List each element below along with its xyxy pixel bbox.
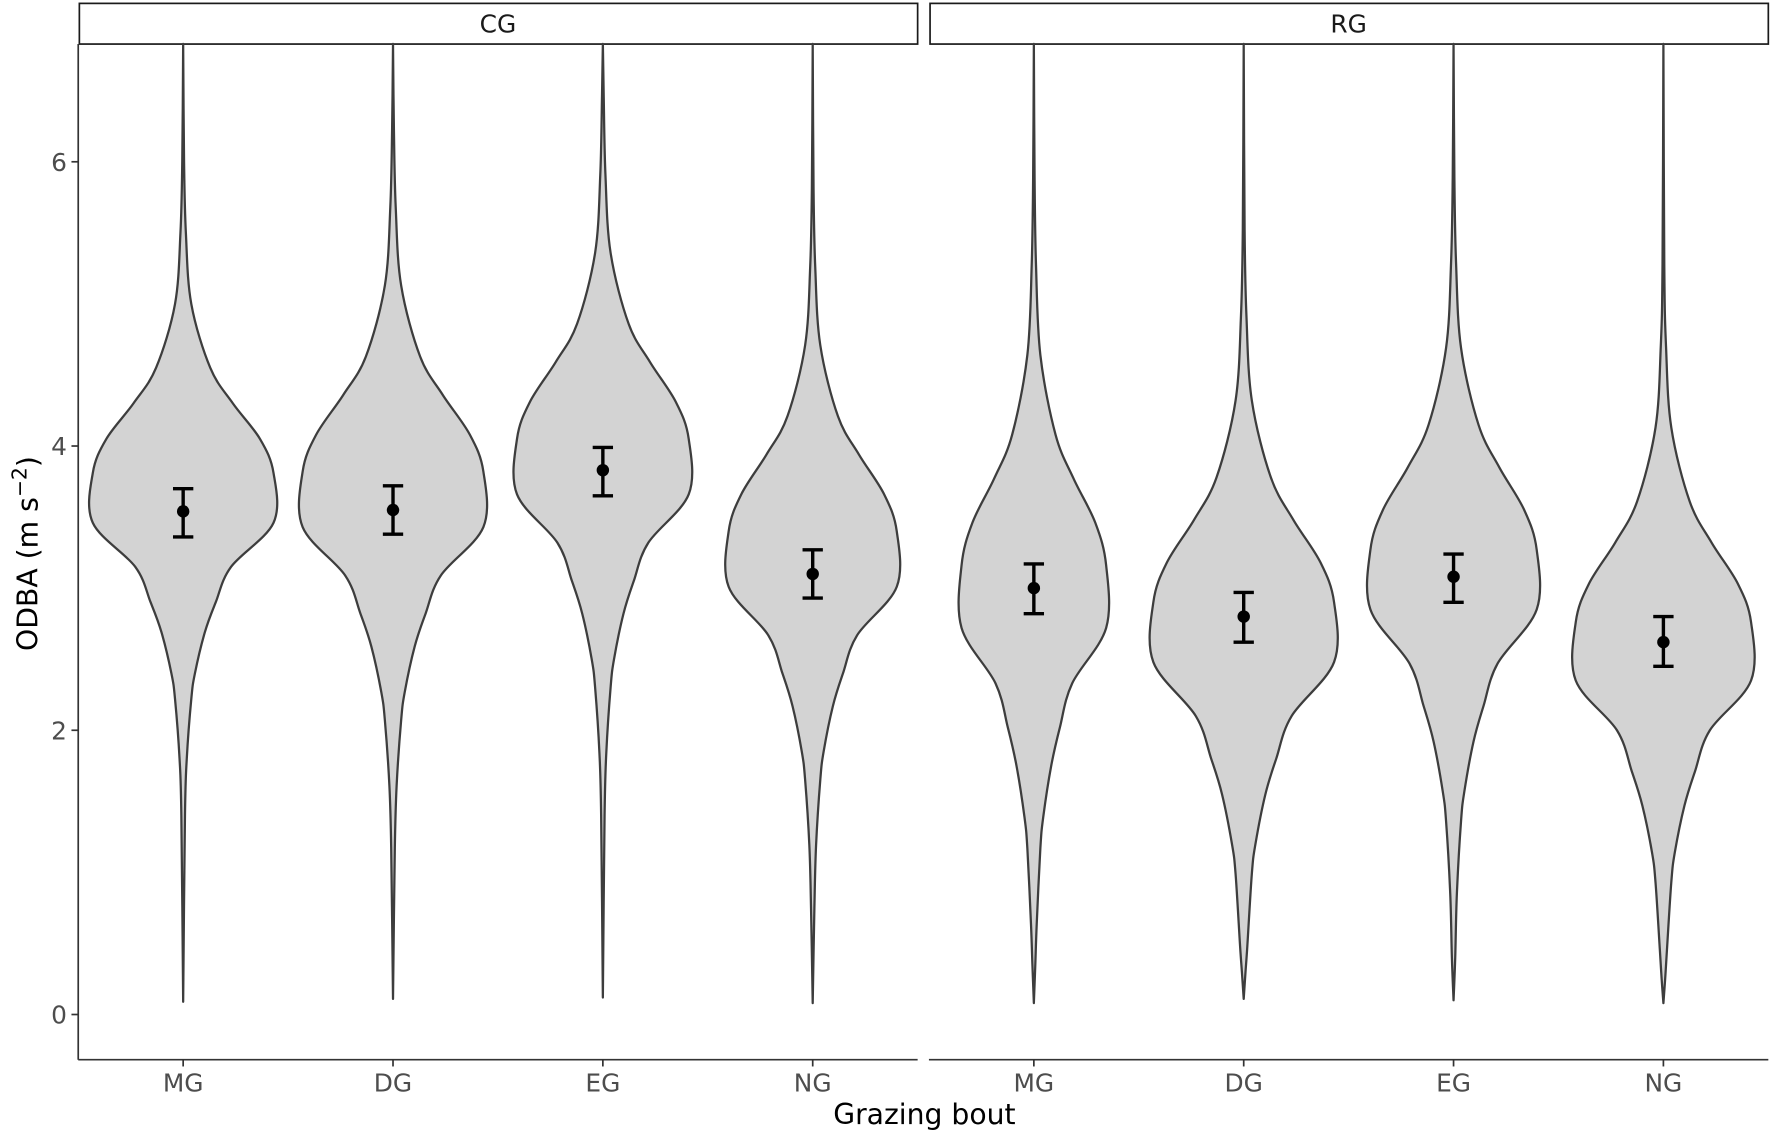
violin-shape [957,42,1111,1005]
violin-shape [1365,42,1542,1002]
mean-point [1237,610,1250,623]
x-tick-label: MG [163,1068,204,1097]
mean-point [1027,581,1041,595]
panel-rg: RG MG DG EG NG [928,2,1770,1097]
violin-cg-eg [512,42,694,999]
x-tick-label: NG [1644,1068,1682,1097]
y-tick-label: 6 [51,148,67,177]
y-axis-title-close: ) [12,456,45,467]
violin-rg-ng [1571,42,1756,1005]
violin-cg-dg [297,42,489,1001]
violin-rg-eg [1365,42,1542,1002]
mean-point [596,463,610,477]
strip-box [78,2,919,45]
y-axis-title: ODBA (m s−2) [7,456,44,651]
y-axis-title-main: ODBA (m s [12,497,45,651]
x-tick-label: EG [585,1068,620,1097]
y-tick-label: 2 [51,716,67,745]
strip-label: RG [1330,10,1367,39]
y-tick-label: 0 [51,1001,67,1030]
x-tick-label: MG [1014,1068,1055,1097]
violin-cg-mg [87,42,279,1003]
y-tick-label: 4 [51,432,67,461]
strip-label: CG [480,10,517,39]
violin-shape [1571,42,1756,1005]
mean-point [386,503,400,517]
mean-point [806,567,819,581]
x-tick-label: DG [374,1068,412,1097]
violin-rg-dg [1148,42,1339,1001]
mean-point [1657,635,1670,649]
mean-point [1447,570,1460,583]
strip-box [929,2,1770,45]
violin-cg-ng [724,42,902,1005]
violin-shape [512,42,694,999]
mean-point [176,505,190,518]
x-tick-label: EG [1436,1068,1471,1097]
x-axis-title: Grazing bout [833,1098,1015,1131]
panel-cg: CG 0 2 4 6 MG DG EG NG [51,2,919,1097]
violin-shape [724,42,902,1005]
x-tick-label: NG [794,1068,832,1097]
x-tick-label: DG [1225,1068,1263,1097]
violin-rg-mg [957,42,1111,1005]
y-axis-title-exponent: −2 [7,467,31,497]
violin-shape [1148,42,1339,1001]
